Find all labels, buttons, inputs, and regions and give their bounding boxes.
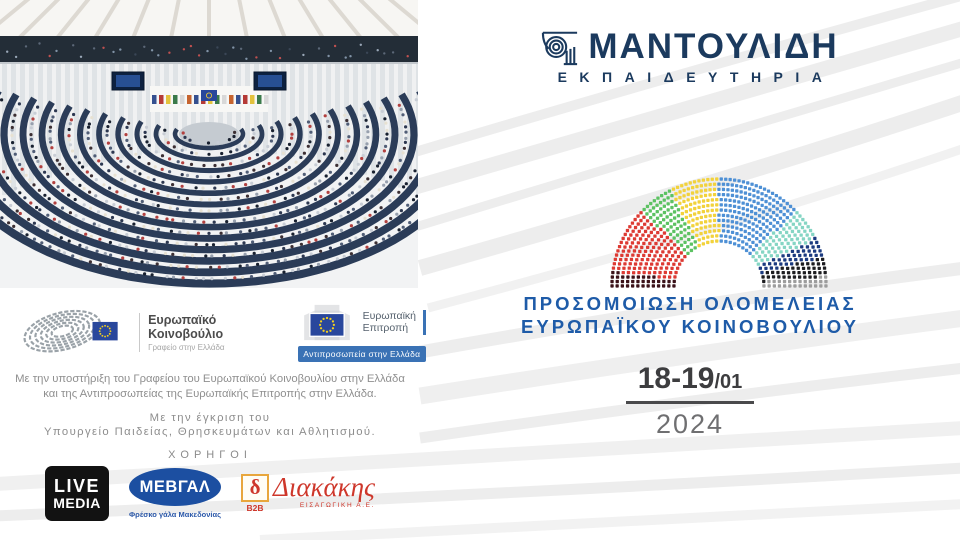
approval-text: Με την έγκριση του Υπουργείο Παιδείας, Θ… xyxy=(8,411,412,439)
gallery-people xyxy=(6,42,409,60)
ec-banner: Αντιπροσωπεία στην Ελλάδα xyxy=(297,346,426,362)
diakakis-logo: δ B2B Διακάκης ΕΙΣΑΓΩΓΙΚΗ Α.Ε. xyxy=(241,474,375,513)
event-date: 18-19/01 2024 xyxy=(430,362,950,440)
european-commission-logo: Ευρωπαϊκή Επιτροπή Αντιπροσωπεία στην Ελ… xyxy=(297,302,426,362)
brand-subtitle: ΕΚΠΑΙΔΕΥΤΗΡΙΑ xyxy=(557,69,835,85)
date-year: 2024 xyxy=(655,409,725,439)
support-line1: Με την υποστήριξη του Γραφείου του Ευρωπ… xyxy=(15,373,405,385)
column-capital-icon xyxy=(542,31,578,66)
partner-logos: Ευρωπαϊκό Κοινοβούλιο Γραφείο στην Ελλάδ… xyxy=(22,302,426,362)
event-title-line2: ΕΥΡΩΠΑΪΚΟΥ ΚΟΙΝΟΒΟΥΛΙΟΥ xyxy=(521,315,859,337)
event-title: ΠΡΟΣΟΜΟΙΩΣΗ ΟΛΟΜΕΛΕΙΑΣ ΕΥΡΩΠΑΪΚΟΥ ΚΟΙΝΟΒ… xyxy=(430,293,950,338)
ep-hemicycle-icon xyxy=(23,309,118,353)
sponsors-heading: ΧΟΡΗΓΟΙ xyxy=(168,449,252,461)
mevgal-name: ΜΕΒΓΑΛ xyxy=(129,468,222,506)
approval-line1: Με την έγκριση του xyxy=(149,412,271,424)
diakakis-delta-icon: δ xyxy=(241,474,270,502)
diakakis-b2b: B2B xyxy=(246,503,264,513)
brand-block: ΜΑΝΤΟΥΛΙΔΗ ΕΚΠΑΙΔΕΥΤΗΡΙΑ xyxy=(430,27,950,85)
parliament-chamber-photo xyxy=(0,0,418,288)
hemicycle-seat-chart xyxy=(608,176,830,289)
support-line2: και της Αντιπροσωπείας της Ευρωπαϊκής Επ… xyxy=(43,387,377,400)
ec-name-line1: Ευρωπαϊκή xyxy=(362,309,416,322)
ec-name-line2: Επιτροπή xyxy=(362,322,409,334)
date-month: /01 xyxy=(714,371,743,393)
ec-building-icon xyxy=(303,304,350,341)
support-text: Με την υποστήριξη του Γραφείου του Ευρωπ… xyxy=(8,372,412,401)
live-media-line2: MEDIA xyxy=(53,494,101,511)
mevgal-tagline: Φρέσκο γάλα Μακεδονίας xyxy=(129,510,221,519)
gallery-band xyxy=(0,36,418,64)
european-parliament-logo: Ευρωπαϊκό Κοινοβούλιο Γραφείο στην Ελλάδ… xyxy=(22,306,284,358)
ep-office: Γραφείο στην Ελλάδα xyxy=(148,342,225,352)
approval-line2: Υπουργείο Παιδείας, Θρησκευμάτων και Αθλ… xyxy=(43,426,377,438)
live-media-logo: LIVE MEDIA xyxy=(45,466,110,521)
date-days: 18-19 xyxy=(637,362,715,395)
live-media-line1: LIVE xyxy=(54,475,101,496)
diakakis-name: Διακάκης xyxy=(273,472,375,502)
ceiling-beams xyxy=(0,0,418,38)
eu-flag-icon xyxy=(201,90,217,101)
seating-rows xyxy=(0,91,418,288)
diakakis-subtitle: ΕΙΣΑΓΩΓΙΚΗ Α.Ε. xyxy=(299,502,375,509)
sponsors-row: LIVE MEDIA ΜΕΒΓΑΛ Φρέσκο γάλα Μακεδονίας… xyxy=(28,466,392,521)
seated-people xyxy=(0,98,418,281)
brand-name: ΜΑΝΤΟΥΛΙΔΗ xyxy=(588,27,839,66)
video-screens xyxy=(111,71,287,91)
ep-name: Ευρωπαϊκό Κοινοβούλιο xyxy=(148,312,224,341)
mevgal-logo: ΜΕΒΓΑΛ Φρέσκο γάλα Μακεδονίας xyxy=(129,468,222,519)
event-title-line1: ΠΡΟΣΟΜΟΙΩΣΗ ΟΛΟΜΕΛΕΙΑΣ xyxy=(523,293,857,314)
